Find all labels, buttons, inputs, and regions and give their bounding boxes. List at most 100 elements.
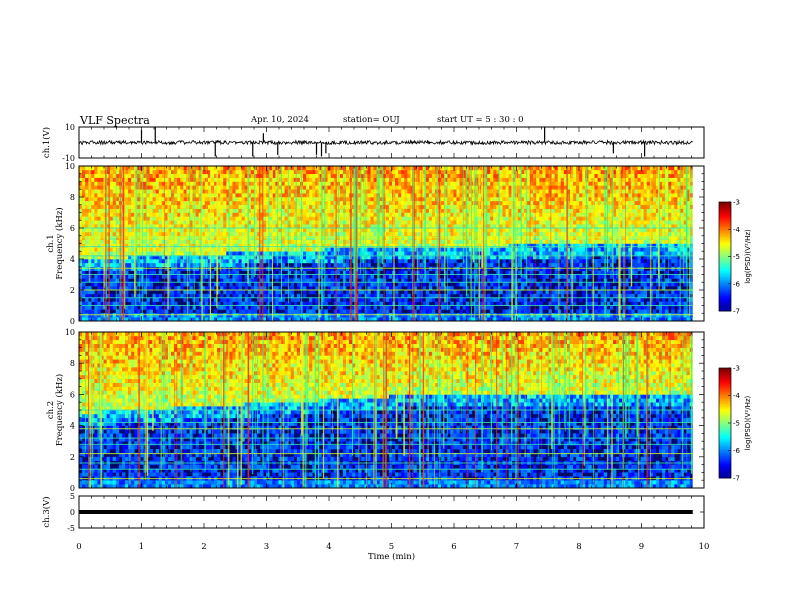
spectrogram-cell xyxy=(345,212,350,217)
spectrogram-cell xyxy=(97,166,101,171)
spectrogram-cell xyxy=(318,166,322,171)
spectrogram-cell xyxy=(395,181,399,186)
spectrogram-cell xyxy=(462,262,466,268)
spectrogram-cell xyxy=(496,286,500,291)
spectrogram-cell xyxy=(143,259,147,264)
spectrogram-cell xyxy=(431,247,436,252)
spectrogram-cell xyxy=(474,305,479,310)
spectrogram-cell xyxy=(373,301,377,306)
spectrogram-cell xyxy=(134,255,138,260)
spectrogram-cell xyxy=(210,317,215,322)
spectrogram-cell xyxy=(85,177,89,182)
spectrogram-cell xyxy=(370,243,374,248)
spectrogram-cell xyxy=(220,216,224,221)
spectrogram-cell xyxy=(128,313,132,318)
spectrogram-cell xyxy=(309,224,313,229)
spectrogram-cell xyxy=(183,293,187,299)
spectrogram-cell xyxy=(428,274,433,279)
spectrogram-cell xyxy=(125,228,129,233)
spectrogram-cell xyxy=(269,216,273,221)
spectrogram-cell xyxy=(309,278,313,283)
spectrogram-cell xyxy=(413,251,417,256)
spectrogram-cell xyxy=(315,305,319,310)
spectrogram-cell xyxy=(447,185,451,190)
spectrogram-cell xyxy=(272,185,276,190)
spectrogram-cell xyxy=(112,317,117,322)
spectrogram-cell xyxy=(115,235,120,240)
spectrogram-cell xyxy=(367,305,371,310)
spectrogram-cell xyxy=(401,297,405,302)
spectrogram-cell xyxy=(146,212,150,217)
spectrogram-cell xyxy=(97,181,101,186)
spectrogram-cell xyxy=(223,200,227,206)
spectrogram-cell xyxy=(456,301,460,306)
spectrogram-cell xyxy=(164,220,169,225)
spectrogram-cell xyxy=(404,305,408,310)
spectrogram-cell xyxy=(161,204,166,209)
spectrogram-cell xyxy=(370,274,374,279)
spectrogram-cell xyxy=(425,305,430,310)
spectrogram-cell xyxy=(315,220,319,225)
spectrogram-cell xyxy=(91,317,95,322)
spectrogram-cell xyxy=(281,173,285,178)
spectrogram-cell xyxy=(444,200,448,206)
spectrogram-cell xyxy=(462,189,466,194)
spectrogram-cell xyxy=(149,193,153,198)
spectrogram-cell xyxy=(428,216,433,221)
spectrogram-cell xyxy=(450,235,454,240)
spectrogram-cell xyxy=(278,185,282,190)
spectrogram-cell xyxy=(382,278,387,283)
spectrogram-cell xyxy=(152,259,157,264)
spectrogram-cell xyxy=(272,166,276,171)
spectrogram-cell xyxy=(177,197,181,202)
spectrogram-cell xyxy=(321,251,325,256)
spectrogram-cell xyxy=(395,193,399,198)
spectrogram-cell xyxy=(100,185,104,190)
spectrogram-cell xyxy=(459,220,463,225)
spectrogram-cell xyxy=(91,177,95,182)
spectrogram-cell xyxy=(82,231,86,237)
spectrogram-cell xyxy=(223,224,227,229)
spectrogram-cell xyxy=(204,169,209,175)
spectrogram-cell xyxy=(174,290,178,295)
spectrogram-cell xyxy=(152,181,157,186)
spectrogram-cell xyxy=(306,278,310,283)
spectrogram-cell xyxy=(281,185,285,190)
spectrogram-cell xyxy=(146,231,150,237)
spectrogram-cell xyxy=(171,301,175,306)
spectrogram-cell xyxy=(284,266,288,271)
spectrogram-cell xyxy=(109,317,114,322)
spectrogram-cell xyxy=(281,204,285,209)
spectrogram-cell xyxy=(459,216,463,221)
spectrogram-cell xyxy=(112,235,117,240)
spectrogram-cell xyxy=(284,185,288,190)
spectrogram-cell xyxy=(290,305,295,310)
spectrogram-cell xyxy=(244,243,249,248)
spectrogram-cell xyxy=(183,251,187,256)
spectrogram-cell xyxy=(318,235,322,240)
spectrogram-cell xyxy=(244,181,249,186)
spectrogram-cell xyxy=(315,255,319,260)
spectrogram-cell xyxy=(499,208,503,213)
spectrogram-cell xyxy=(345,317,350,322)
spectrogram-cell xyxy=(431,231,436,237)
spectrogram-cell xyxy=(198,255,203,260)
spectrogram-cell xyxy=(155,293,160,299)
spectrogram-cell xyxy=(471,317,476,322)
spectrogram-cell xyxy=(180,293,184,299)
spectrogram-cell xyxy=(388,235,393,240)
spectrogram-cell xyxy=(306,228,310,233)
spectrogram-cell xyxy=(201,309,206,314)
spectrogram-cell xyxy=(272,228,276,233)
spectrogram-cell xyxy=(324,189,328,194)
spectrogram-cell xyxy=(183,177,187,182)
spectrogram-cell xyxy=(373,173,377,178)
spectrogram-cell xyxy=(303,169,307,175)
spectrogram-cell xyxy=(462,216,466,221)
spectrogram-cell xyxy=(416,220,420,225)
spectrogram-cell xyxy=(361,212,365,217)
spectrogram-cell xyxy=(373,216,377,221)
spectrogram-cell xyxy=(269,317,273,322)
spectrogram-cell xyxy=(247,220,252,225)
spectrogram-cell xyxy=(422,313,427,318)
